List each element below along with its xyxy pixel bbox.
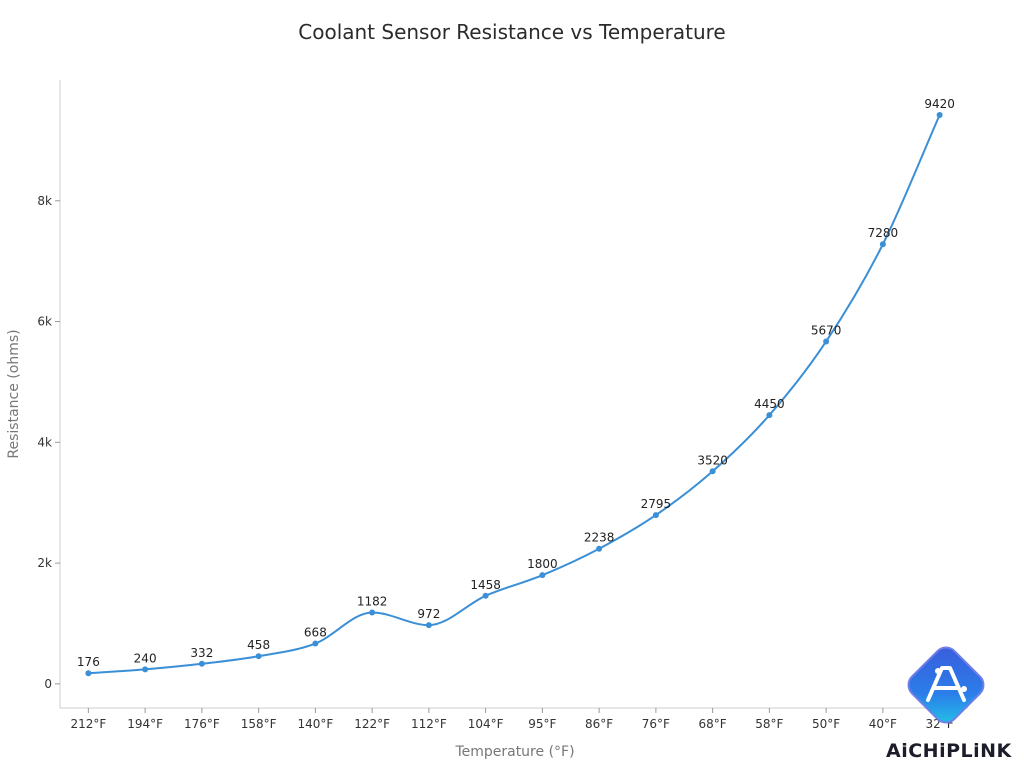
data-label: 176 [77,655,100,669]
data-point [369,609,376,616]
data-label: 7280 [868,226,899,240]
x-tick-label: 76°F [642,717,670,731]
logo-text: AiCHiPLiNK [886,740,1012,762]
x-axis-title: Temperature (°F) [454,744,574,760]
data-label: 4450 [754,397,785,411]
data-label: 9420 [924,97,955,111]
chart-axes [55,80,968,713]
data-label: 458 [247,638,270,652]
data-label: 1800 [527,557,558,571]
data-point [879,241,886,248]
data-label: 1182 [357,594,388,608]
x-tick-label: 58°F [755,717,783,731]
x-tick-label: 112°F [411,717,447,731]
data-point [652,512,659,519]
data-point [823,338,830,345]
y-tick-label: 4k [37,435,52,449]
x-tick-label: 158°F [241,717,277,731]
data-point [709,468,716,475]
x-tick-label: 122°F [354,717,390,731]
data-label: 972 [417,607,440,621]
data-point [539,572,546,579]
x-tick-label: 50°F [812,717,840,731]
data-point [482,592,489,599]
data-point [255,653,262,660]
y-tick-label: 6k [37,315,52,329]
data-label: 332 [190,646,213,660]
x-tick-label: 176°F [184,717,220,731]
y-axis-title: Resistance (ohms) [6,329,22,458]
y-tick-label: 2k [37,556,52,570]
data-labels: 176 240 332 458 668 1182 972 1458 1800 2238 2795 35… [77,97,955,669]
data-point [596,545,603,552]
data-point [425,622,432,629]
data-label: 1458 [470,578,501,592]
aichiplink-logo-icon [907,646,985,724]
data-label: 2238 [584,531,615,545]
chart-title: Coolant Sensor Resistance vs Temperature [298,20,726,44]
data-point [766,412,773,419]
data-point [142,666,149,673]
x-tick-label: 140°F [297,717,333,731]
x-tick-label: 212°F [70,717,106,731]
data-label: 240 [134,651,157,665]
series-line [88,114,941,675]
tick-labels: 0 2k 4k 6k 8k 212°F 194°F 176°F 158°F 140°F 122°F 1… [37,194,953,731]
data-point [85,670,92,677]
data-point [198,660,205,667]
x-tick-label: 40°F [869,717,897,731]
data-label: 5670 [811,323,842,337]
data-point [312,640,319,647]
x-tick-label: 194°F [127,717,163,731]
x-tick-label: 68°F [699,717,727,731]
x-tick-label: 104°F [468,717,504,731]
data-label: 668 [304,626,327,640]
data-label: 2795 [641,497,672,511]
data-label: 3520 [697,453,728,467]
x-tick-label: 95°F [528,717,556,731]
data-point [936,112,943,119]
y-tick-label: 8k [37,194,52,208]
x-tick-label: 86°F [585,717,613,731]
y-tick-label: 0 [44,677,52,691]
data-points [85,112,943,677]
